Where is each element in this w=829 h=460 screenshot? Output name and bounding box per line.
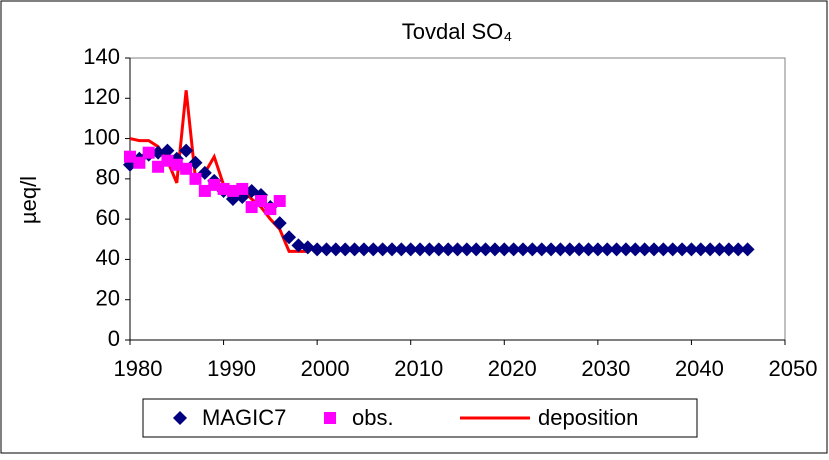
data-point: [366, 242, 381, 257]
y-tick-label: 40: [96, 245, 120, 270]
data-point: [516, 242, 530, 257]
data-point: [609, 242, 624, 257]
data-point: [525, 242, 540, 257]
data-point: [534, 242, 549, 257]
legend-label: obs.: [352, 405, 394, 430]
data-point: [450, 242, 465, 257]
legend-label: deposition: [538, 405, 638, 430]
y-tick-label: 100: [83, 124, 120, 149]
data-point: [161, 154, 174, 167]
data-point: [647, 242, 661, 257]
y-tick-label: 120: [83, 84, 120, 109]
data-point: [385, 242, 399, 257]
legend-box: [142, 398, 698, 438]
data-point: [441, 242, 456, 257]
data-point: [562, 242, 577, 257]
data-point: [217, 182, 230, 195]
data-point: [459, 242, 474, 257]
data-point: [300, 240, 315, 255]
x-tick-label: 1980: [114, 356, 163, 381]
data-point: [497, 242, 512, 257]
data-point: [712, 242, 727, 257]
data-point: [675, 242, 690, 257]
data-point: [273, 195, 286, 208]
data-point: [665, 242, 680, 257]
data-point: [684, 242, 699, 257]
x-tick-label: 2040: [675, 356, 724, 381]
data-point: [328, 242, 343, 257]
data-point: [431, 242, 446, 257]
y-tick-label: 80: [96, 165, 120, 190]
data-point: [245, 201, 258, 214]
data-point: [394, 242, 409, 257]
data-point: [618, 242, 633, 257]
data-point: [703, 242, 718, 257]
x-tick-label: 2050: [769, 356, 818, 381]
data-point: [637, 242, 652, 257]
data-point: [310, 242, 325, 257]
data-point: [375, 242, 390, 257]
data-point: [255, 195, 267, 208]
data-point: [282, 230, 297, 245]
data-point: [721, 242, 736, 257]
x-tick-label: 2010: [394, 356, 443, 381]
data-point: [226, 184, 239, 197]
data-point: [581, 242, 596, 257]
data-point: [628, 242, 643, 257]
y-tick-label: 20: [96, 286, 120, 311]
data-point: [590, 242, 605, 257]
x-tick-label: 2000: [301, 356, 350, 381]
data-point: [600, 242, 615, 257]
data-point: [740, 242, 755, 257]
data-point: [198, 184, 211, 197]
data-point: [291, 238, 306, 253]
legend-swatch: [324, 412, 336, 424]
data-point: [179, 143, 194, 158]
data-point: [403, 242, 418, 257]
data-point: [422, 242, 437, 257]
data-point: [478, 242, 493, 257]
x-tick-label: 2020: [488, 356, 537, 381]
x-tick-label: 1990: [207, 356, 256, 381]
data-point: [160, 143, 175, 158]
data-point: [693, 242, 708, 257]
data-point: [264, 203, 277, 216]
x-tick-label: 2030: [581, 356, 630, 381]
data-point: [180, 162, 193, 175]
data-point: [208, 178, 221, 191]
data-point: [319, 242, 334, 257]
data-point: [469, 242, 484, 257]
data-point: [142, 146, 155, 159]
data-point: [170, 158, 183, 171]
y-tick-label: 60: [96, 205, 120, 230]
data-point: [133, 156, 146, 169]
chart-title: Tovdal SO₄: [402, 19, 512, 44]
data-point: [413, 242, 428, 257]
y-tick-label: 140: [83, 44, 120, 69]
data-point: [338, 242, 353, 257]
data-point: [347, 242, 362, 257]
data-point: [124, 150, 136, 163]
data-point: [272, 216, 287, 231]
data-point: [553, 242, 568, 257]
data-point: [506, 242, 521, 257]
data-point: [572, 242, 587, 257]
y-axis-label: µeq/l: [16, 176, 41, 224]
data-point: [236, 182, 249, 195]
data-point: [356, 242, 371, 257]
legend-swatch: [173, 411, 187, 425]
data-point: [731, 242, 746, 257]
data-point: [152, 160, 165, 173]
data-point: [189, 172, 202, 185]
y-tick-label: 0: [108, 326, 120, 351]
legend-label: MAGIC7: [202, 405, 286, 430]
data-point: [544, 242, 559, 257]
data-point: [487, 242, 502, 257]
data-point: [656, 242, 671, 257]
